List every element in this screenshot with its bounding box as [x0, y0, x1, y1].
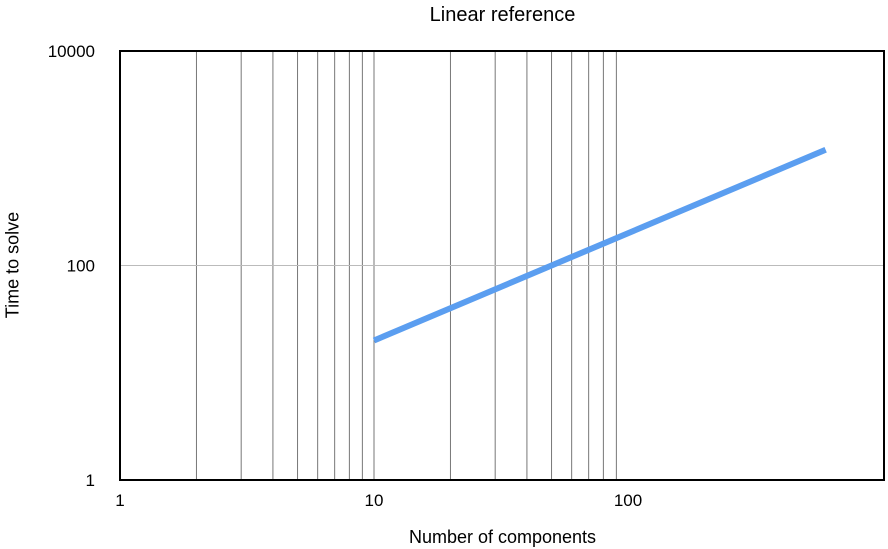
tick-labels: 1 10 100 1 100 10000 — [48, 42, 642, 510]
x-tick-label: 100 — [614, 491, 642, 510]
series-lines — [372, 146, 827, 344]
x-tick-label: 10 — [365, 491, 384, 510]
y-tick-label: 100 — [67, 257, 95, 276]
grid-lines — [120, 51, 884, 480]
x-tick-label: 1 — [115, 491, 124, 510]
chart-title: Linear reference — [429, 4, 576, 26]
plot-frame — [119, 50, 885, 481]
y-tick-label: 1 — [86, 471, 95, 490]
x-axis-label: Number of components — [408, 527, 597, 547]
y-tick-label: 10000 — [48, 42, 95, 61]
series-line — [372, 146, 827, 344]
